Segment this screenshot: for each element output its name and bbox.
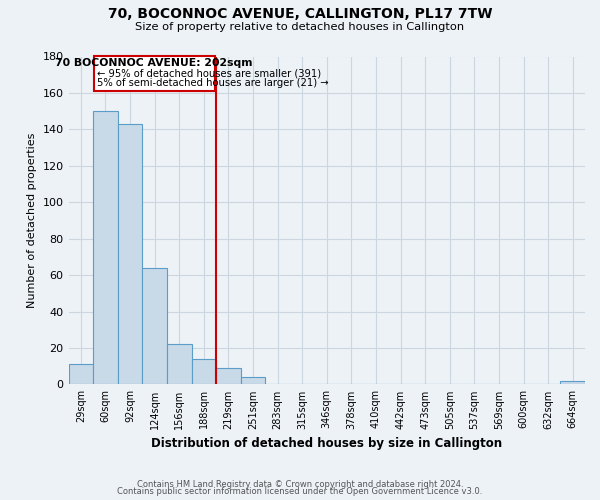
- Bar: [118, 124, 142, 384]
- Text: Size of property relative to detached houses in Callington: Size of property relative to detached ho…: [136, 22, 464, 32]
- Bar: [142, 268, 167, 384]
- Bar: [93, 111, 118, 384]
- Bar: [241, 377, 265, 384]
- Bar: [68, 364, 93, 384]
- Bar: [167, 344, 191, 385]
- Bar: [560, 381, 585, 384]
- Text: 70 BOCONNOC AVENUE: 202sqm: 70 BOCONNOC AVENUE: 202sqm: [55, 58, 253, 68]
- Y-axis label: Number of detached properties: Number of detached properties: [27, 133, 37, 308]
- Text: Contains public sector information licensed under the Open Government Licence v3: Contains public sector information licen…: [118, 487, 482, 496]
- Bar: [191, 359, 216, 384]
- Bar: [216, 368, 241, 384]
- Text: 70, BOCONNOC AVENUE, CALLINGTON, PL17 7TW: 70, BOCONNOC AVENUE, CALLINGTON, PL17 7T…: [108, 8, 492, 22]
- Text: ← 95% of detached houses are smaller (391): ← 95% of detached houses are smaller (39…: [97, 68, 322, 78]
- FancyBboxPatch shape: [94, 56, 215, 91]
- X-axis label: Distribution of detached houses by size in Callington: Distribution of detached houses by size …: [151, 437, 502, 450]
- Text: 5% of semi-detached houses are larger (21) →: 5% of semi-detached houses are larger (2…: [97, 78, 329, 88]
- Text: Contains HM Land Registry data © Crown copyright and database right 2024.: Contains HM Land Registry data © Crown c…: [137, 480, 463, 489]
